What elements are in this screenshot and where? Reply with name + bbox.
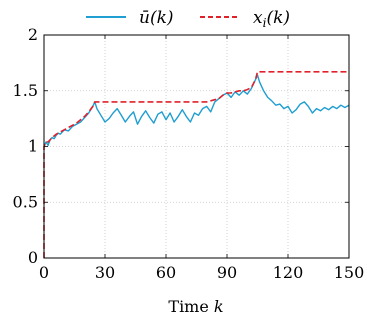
- legend: ū(k) xi(k): [86, 8, 290, 30]
- series-line-1: [43, 71, 349, 258]
- legend-label-x-i-base: x: [253, 8, 263, 28]
- grid: [43, 34, 350, 259]
- legend-label-u-bar: ū(k): [139, 8, 174, 28]
- legend-label-x-i-sub: i: [263, 16, 267, 30]
- axes: [43, 34, 350, 259]
- legend-label-x-i-suffix: (k): [266, 8, 290, 28]
- x-axis-label-text: Time: [168, 297, 214, 316]
- x-tick-label-2: 60: [156, 263, 176, 282]
- y-tick-label-1: 0.5: [13, 192, 38, 211]
- tick-labels: 0 30 60 90 120 150 0 0.5 1 1.5 2: [13, 25, 365, 282]
- series-line-0: [43, 74, 350, 147]
- y-tick-label-4: 2: [28, 25, 38, 44]
- x-tick-label-5: 150: [334, 263, 365, 282]
- y-tick-label-2: 1: [28, 137, 38, 156]
- series-layer: [43, 71, 350, 258]
- x-tick-label-4: 120: [273, 263, 304, 282]
- y-tick-label-3: 1.5: [13, 81, 38, 100]
- x-tick-label-0: 0: [39, 263, 49, 282]
- x-axis-label-variable: k: [214, 297, 224, 316]
- y-tick-label-0: 0: [28, 248, 38, 267]
- x-axis-label: Time k: [168, 297, 223, 316]
- x-tick-label-1: 30: [95, 263, 115, 282]
- legend-label-x-i: xi(k): [253, 8, 290, 30]
- x-tick-label-3: 90: [217, 263, 237, 282]
